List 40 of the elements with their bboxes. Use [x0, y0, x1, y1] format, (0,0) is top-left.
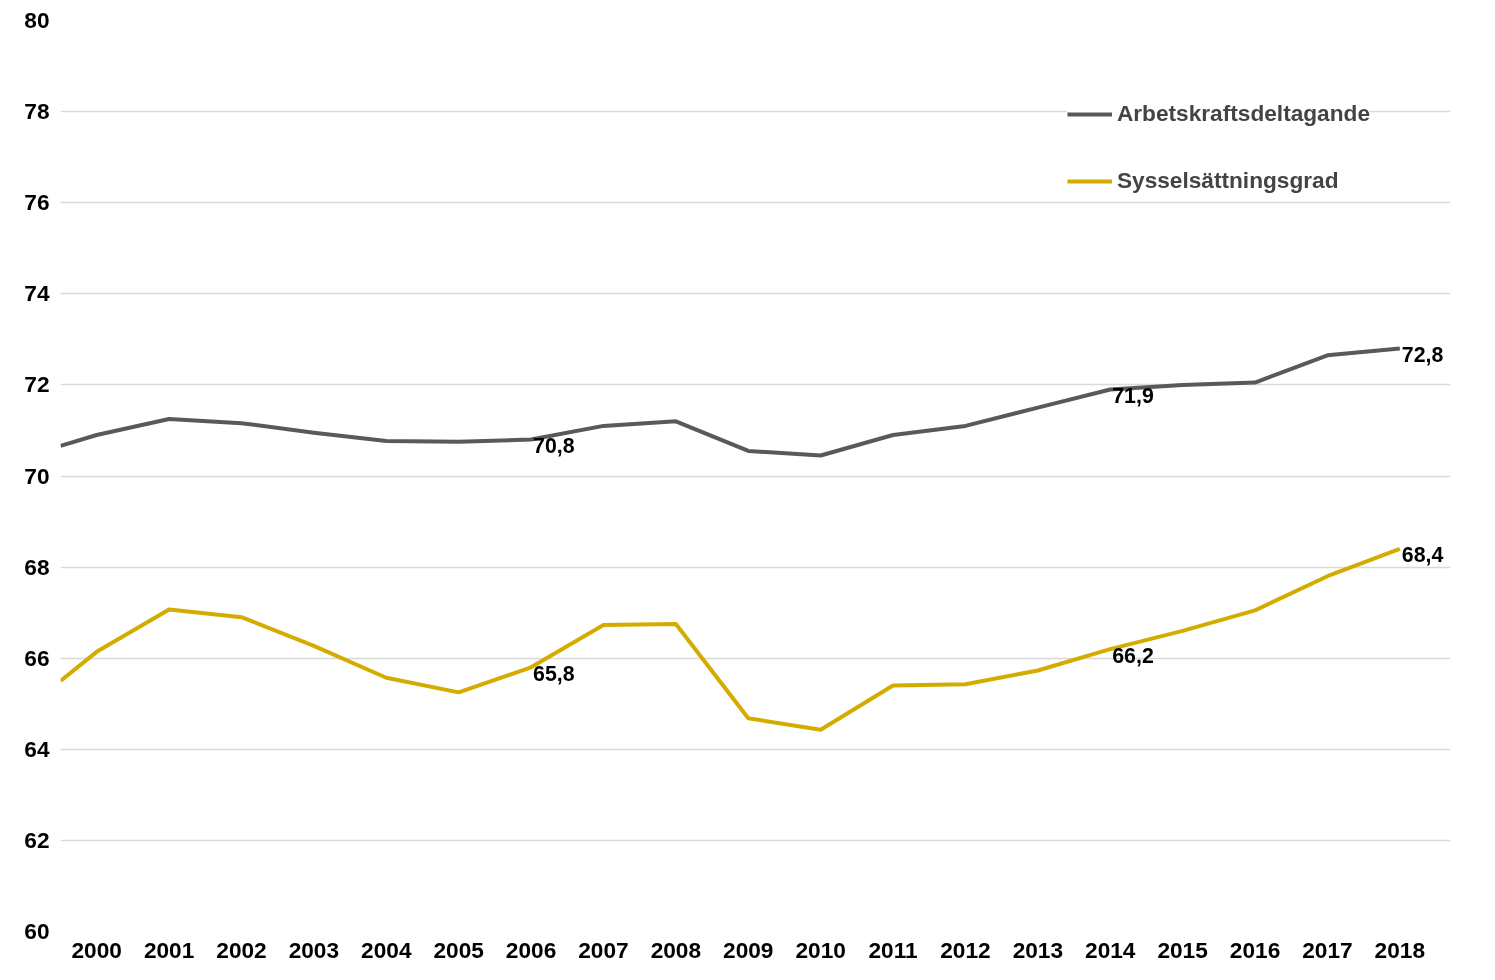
y-tick-label: 66 [24, 644, 50, 671]
x-tick-label: 2006 [505, 936, 557, 963]
x-tick-label: 2011 [868, 936, 918, 963]
x-tick-label: 2008 [650, 936, 702, 963]
y-tick-label: 60 [24, 918, 50, 944]
y-tick-label: 78 [24, 98, 50, 125]
x-tick-label: 2000 [71, 936, 122, 963]
data-label: 66,2 [1112, 643, 1154, 668]
y-tick-label: 76 [24, 189, 50, 216]
x-tick-label: 2013 [1012, 936, 1064, 963]
y-tick-label: 74 [24, 280, 50, 307]
legend-label: Arbetskraftsdeltagande [1116, 100, 1370, 127]
x-tick-label: 2018 [1374, 936, 1426, 963]
data-label: 65,8 [533, 661, 575, 686]
x-tick-label: 2009 [723, 936, 774, 963]
y-tick-label: 68 [24, 553, 50, 580]
data-label: 70,8 [533, 434, 575, 459]
legend-label: Sysselsättningsgrad [1116, 167, 1339, 194]
y-tick-label: 64 [24, 735, 50, 762]
y-tick-label: 70 [24, 462, 50, 489]
y-tick-label: 62 [24, 826, 50, 853]
data-label: 71,9 [1112, 383, 1154, 408]
x-tick-label: 2002 [216, 936, 267, 963]
data-label: 72,8 [1401, 342, 1444, 367]
x-tick-label: 2007 [578, 936, 629, 963]
x-tick-label: 2014 [1085, 936, 1136, 963]
x-tick-label: 2001 [143, 936, 195, 963]
x-tick-label: 2016 [1229, 936, 1281, 963]
data-label: 68,4 [1401, 543, 1444, 568]
x-tick-label: 2012 [940, 936, 991, 963]
line-series [60, 346, 1402, 458]
x-tick-label: 2003 [288, 936, 340, 963]
x-tick-label: 2004 [361, 936, 412, 963]
y-tick-label: 80 [24, 7, 50, 33]
line-series [60, 546, 1402, 732]
x-tick-label: 2005 [433, 936, 484, 963]
y-tick-label: 72 [24, 371, 50, 398]
x-tick-label: 2010 [795, 936, 846, 963]
x-tick-label: 2017 [1302, 936, 1353, 963]
x-tick-label: 2015 [1157, 936, 1208, 963]
